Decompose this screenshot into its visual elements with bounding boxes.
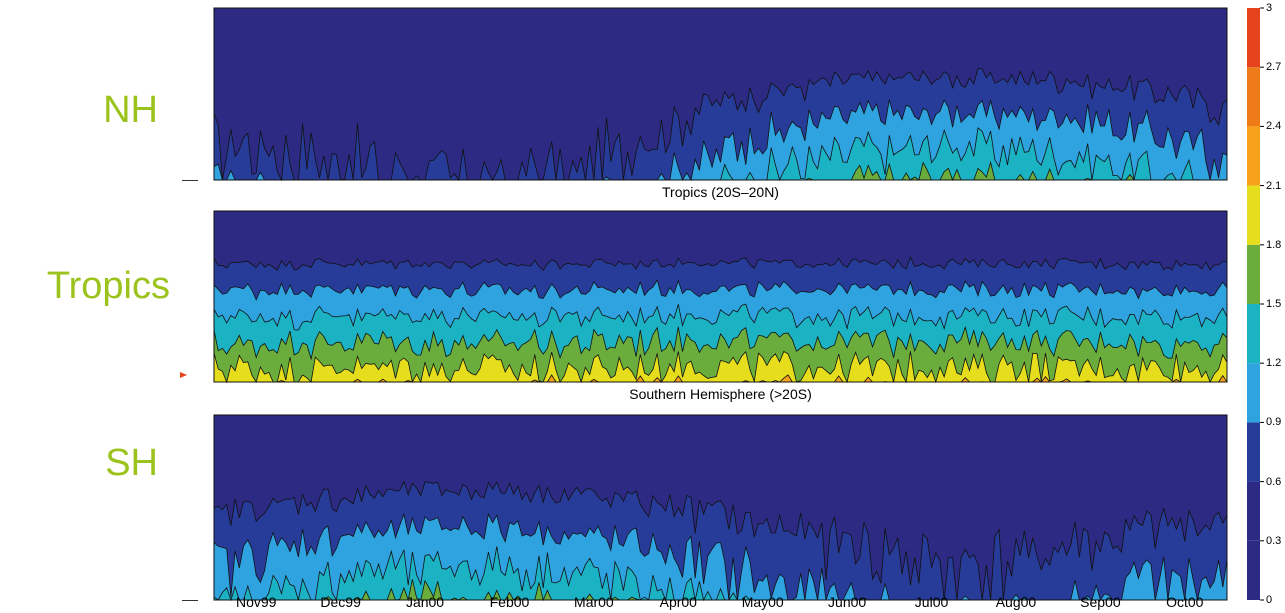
tick-mark-nh: [182, 180, 198, 181]
colorbar-tick-label: 1.2: [1266, 357, 1282, 370]
colorbar-swatch: [1247, 481, 1260, 541]
colorbar-swatch: [1247, 304, 1260, 364]
month-label: May00: [741, 594, 784, 610]
colorbar-tick-label: 0.3: [1266, 534, 1282, 547]
colorbar-tick-label: 0.9: [1266, 416, 1282, 429]
colorbar-swatch: [1247, 540, 1260, 600]
month-label: Oct00: [1166, 594, 1204, 610]
month-label: Jul00: [914, 594, 949, 610]
colorbar-tick-label: 2.4: [1266, 120, 1282, 133]
colorbar-swatch: [1247, 363, 1260, 423]
colorbar-swatch: [1247, 422, 1260, 482]
colorbar-tick-label: 3: [1266, 2, 1273, 14]
side-label-tropics: Tropics: [46, 265, 170, 307]
colorbar-tick-label: 2.1: [1266, 179, 1282, 192]
panel-tropics: [213, 210, 1228, 384]
colorbar-tick-label: 1.8: [1266, 238, 1282, 251]
colorbar-tick-label: 0.6: [1266, 475, 1282, 488]
colorbar-swatch: [1247, 185, 1260, 245]
month-label: Mar00: [574, 594, 614, 610]
month-label: Apr00: [659, 594, 697, 610]
panel-frame: [213, 7, 1228, 181]
side-label-nh: NH: [103, 89, 158, 131]
month-label: Sep00: [1080, 594, 1121, 610]
month-label: Aug00: [995, 594, 1037, 610]
panel-title-sh: Southern Hemisphere (>20S): [629, 386, 812, 402]
side-label-sh: SH: [105, 442, 158, 484]
month-label: Feb00: [489, 594, 530, 610]
colorbar-swatch: [1247, 67, 1260, 127]
month-label: Nov99: [235, 594, 277, 610]
colorbar: [1247, 7, 1264, 601]
panel-nh: [213, 7, 1228, 182]
panel-frame: [213, 210, 1228, 383]
colorbar-tick-label: 0: [1266, 594, 1273, 606]
panel-title-tropics: Tropics (20S–20N): [662, 184, 779, 200]
colorbar-swatch: [1247, 126, 1260, 186]
month-label: Jan00: [405, 594, 445, 610]
colorbar-tick-label: 2.7: [1266, 61, 1282, 74]
colorbar-tick-label: 1.5: [1266, 298, 1282, 310]
colorbar-swatch: [1247, 8, 1260, 68]
colorbar-swatch: [1247, 244, 1260, 304]
contour-band-6: [213, 350, 1228, 384]
month-label: Dec99: [320, 594, 361, 610]
tick-mark-sh: [182, 600, 198, 601]
panel-frame: [213, 414, 1228, 601]
month-label: Jun00: [828, 594, 867, 610]
panel-sh: [213, 414, 1228, 602]
